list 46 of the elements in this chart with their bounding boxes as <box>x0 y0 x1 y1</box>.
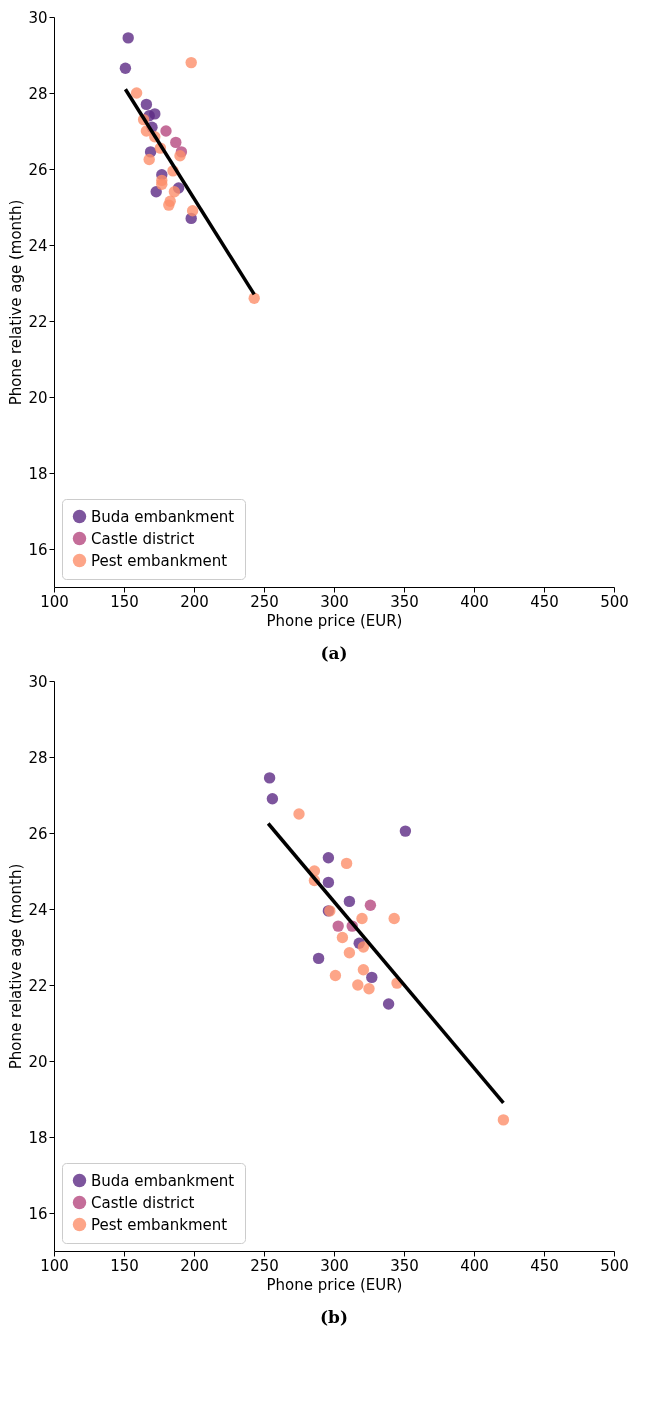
x-tick-label: 300 <box>320 1256 349 1275</box>
x-tick-label: 150 <box>110 1256 139 1275</box>
y-tick-label: 22 <box>28 312 48 331</box>
legend-label: Pest embankment <box>91 551 228 570</box>
y-tick-label: 28 <box>28 748 48 767</box>
y-tick-label: 20 <box>28 1052 48 1071</box>
y-tick-label: 30 <box>28 672 48 691</box>
y-tick-label: 26 <box>28 160 48 179</box>
x-tick-label: 400 <box>460 592 489 611</box>
x-tick-label: 450 <box>530 1256 559 1275</box>
legend-label: Pest embankment <box>91 1215 228 1234</box>
y-axis-title: Phone relative age (month) <box>7 863 26 1070</box>
x-tick-label: 300 <box>320 592 349 611</box>
legend-label: Castle district <box>91 1193 195 1212</box>
legend-label: Castle district <box>91 529 195 548</box>
x-tick-label: 350 <box>390 592 419 611</box>
x-tick-label: 100 <box>40 592 69 611</box>
x-tick-label: 500 <box>600 1256 629 1275</box>
x-tick-label: 500 <box>600 592 629 611</box>
y-tick-label: 26 <box>28 824 48 843</box>
legend-label: Buda embankment <box>91 1171 235 1190</box>
y-tick-label: 30 <box>28 8 48 27</box>
x-axis-title: Phone price (EUR) <box>266 611 403 630</box>
x-axis-title: Phone price (EUR) <box>266 1275 403 1294</box>
y-tick-label: 24 <box>28 900 48 919</box>
x-tick-label: 150 <box>110 592 139 611</box>
y-axis-title: Phone relative age (month) <box>7 199 26 406</box>
x-tick-label: 250 <box>250 1256 279 1275</box>
x-tick-label: 200 <box>180 1256 209 1275</box>
y-tick-label: 24 <box>28 236 48 255</box>
x-tick-label: 250 <box>250 592 279 611</box>
x-tick-label: 450 <box>530 592 559 611</box>
y-tick-label: 22 <box>28 976 48 995</box>
x-tick-label: 200 <box>180 592 209 611</box>
y-tick-label: 28 <box>28 84 48 103</box>
legend-label: Buda embankment <box>91 507 235 526</box>
y-tick-label: 18 <box>28 464 48 483</box>
y-tick-label: 18 <box>28 1128 48 1147</box>
x-tick-label: 350 <box>390 1256 419 1275</box>
text: (b) <box>320 1307 348 1327</box>
y-tick-label: 20 <box>28 388 48 407</box>
x-tick-label: 400 <box>460 1256 489 1275</box>
y-tick-label: 16 <box>28 540 48 559</box>
text: (a) <box>320 643 348 663</box>
x-tick-label: 100 <box>40 1256 69 1275</box>
y-tick-label: 16 <box>28 1204 48 1223</box>
